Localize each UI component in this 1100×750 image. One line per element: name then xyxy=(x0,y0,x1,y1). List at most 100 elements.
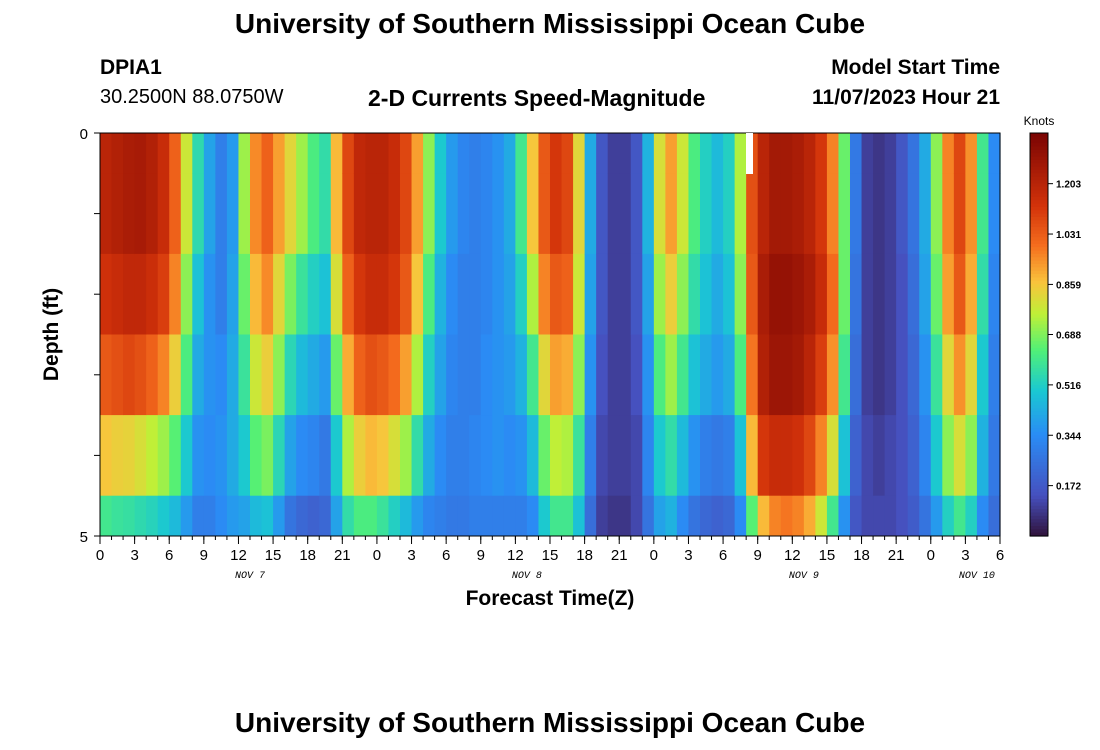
heatmap-cell xyxy=(296,415,309,497)
heatmap-cell xyxy=(284,253,297,335)
heatmap-cell xyxy=(700,253,713,335)
x-tick-label: 18 xyxy=(299,547,316,564)
heatmap-cell xyxy=(873,173,886,255)
heatmap-cell xyxy=(792,334,805,416)
heatmap-cell xyxy=(757,253,770,335)
heatmap-cell xyxy=(919,495,932,537)
colorbar-segment xyxy=(1030,223,1048,228)
heatmap-cell xyxy=(353,173,366,255)
heatmap-cell xyxy=(319,495,332,537)
heatmap-cell xyxy=(826,173,840,255)
heatmap-cell xyxy=(769,173,782,255)
heatmap-cell xyxy=(965,495,978,537)
colorbar-segment xyxy=(1030,267,1048,272)
heatmap-cell xyxy=(550,334,563,416)
heatmap-cell xyxy=(146,133,159,174)
colorbar-segment xyxy=(1030,445,1048,450)
heatmap-cell xyxy=(757,415,770,497)
heatmap-cell xyxy=(896,495,909,537)
heatmap-cell xyxy=(676,334,690,416)
colorbar-segment xyxy=(1030,341,1048,346)
heatmap-cell xyxy=(296,133,309,174)
heatmap-cell xyxy=(976,253,990,335)
x-tick-label: 0 xyxy=(650,547,658,564)
heatmap-cell xyxy=(215,334,228,416)
colorbar-segment xyxy=(1030,415,1048,420)
heatmap-cell xyxy=(169,253,182,335)
heatmap-cell xyxy=(273,253,286,335)
colorbar-segment xyxy=(1030,250,1048,255)
heatmap-cell xyxy=(838,334,851,416)
x-tick-label: 6 xyxy=(996,547,1004,564)
colorbar-segment xyxy=(1030,307,1048,312)
heatmap-cell xyxy=(180,253,193,335)
page-title: University of Southern Mississippi Ocean… xyxy=(234,8,866,39)
heatmap-cell xyxy=(665,173,678,255)
heatmap-cell xyxy=(550,133,563,174)
heatmap-cell xyxy=(538,173,551,255)
heatmap-cell xyxy=(100,334,113,416)
heatmap-cell xyxy=(826,334,840,416)
colorbar-segment xyxy=(1030,200,1048,205)
heatmap-cell xyxy=(792,133,805,174)
heatmap-cell xyxy=(919,415,932,497)
colorbar-segment xyxy=(1030,284,1048,289)
x-tick-label: 0 xyxy=(927,547,935,564)
heatmap-cell xyxy=(700,334,713,416)
colorbar-segment xyxy=(1030,186,1048,191)
x-tick-label: 3 xyxy=(961,547,969,564)
x-tick-label: 3 xyxy=(407,547,415,564)
heatmap-cell xyxy=(550,495,563,537)
colorbar-segment xyxy=(1030,253,1048,258)
colorbar-segment xyxy=(1030,331,1048,336)
heatmap-cell xyxy=(953,334,966,416)
heatmap-cell xyxy=(711,415,724,497)
heatmap-cell xyxy=(838,415,851,497)
heatmap-cell xyxy=(596,133,609,174)
heatmap-cell xyxy=(769,415,782,497)
heatmap-cell xyxy=(215,253,228,335)
colorbar-segment xyxy=(1030,287,1048,292)
heatmap-cell xyxy=(538,253,551,335)
heatmap-cell xyxy=(700,133,713,174)
heatmap-cell xyxy=(769,133,782,174)
heatmap-cell xyxy=(226,334,240,416)
colorbar-segment xyxy=(1030,532,1048,537)
heatmap-cell xyxy=(953,495,966,537)
heatmap-cell xyxy=(330,495,343,537)
colorbar-segment xyxy=(1030,190,1048,195)
heatmap-cell xyxy=(596,495,609,537)
colorbar-segment xyxy=(1030,317,1048,322)
colorbar-segment xyxy=(1030,240,1048,245)
heatmap-cell xyxy=(688,133,701,174)
heatmap-cell xyxy=(238,495,251,537)
x-axis-label: Forecast Time(Z) xyxy=(466,587,635,610)
colorbar-segment xyxy=(1030,482,1048,487)
heatmap-cell xyxy=(250,253,263,335)
heatmap-cell xyxy=(676,415,690,497)
heatmap-cell xyxy=(792,415,805,497)
heatmap-cell xyxy=(365,173,378,255)
colorbar-segment xyxy=(1030,153,1048,158)
heatmap-cell xyxy=(988,173,1001,255)
heatmap-cell xyxy=(100,253,113,335)
colorbar-segment xyxy=(1030,334,1048,339)
heatmap-cell xyxy=(307,173,320,255)
heatmap-cell xyxy=(434,133,447,174)
heatmap-cell xyxy=(596,415,609,497)
heatmap-cell xyxy=(250,173,263,255)
heatmap-cell xyxy=(515,253,528,335)
heatmap-cell xyxy=(111,334,124,416)
heatmap-cell xyxy=(619,495,632,537)
colorbar-segment xyxy=(1030,411,1048,416)
heatmap-cell xyxy=(965,334,978,416)
colorbar-segment xyxy=(1030,472,1048,477)
colorbar-title: Knots xyxy=(1024,114,1055,128)
heatmap-cell xyxy=(838,253,851,335)
heatmap-cell xyxy=(273,415,286,497)
station-id: DPIA1 xyxy=(100,56,162,79)
heatmap-cell xyxy=(411,415,424,497)
heatmap-cell xyxy=(226,495,240,537)
heatmap-cell xyxy=(226,415,240,497)
